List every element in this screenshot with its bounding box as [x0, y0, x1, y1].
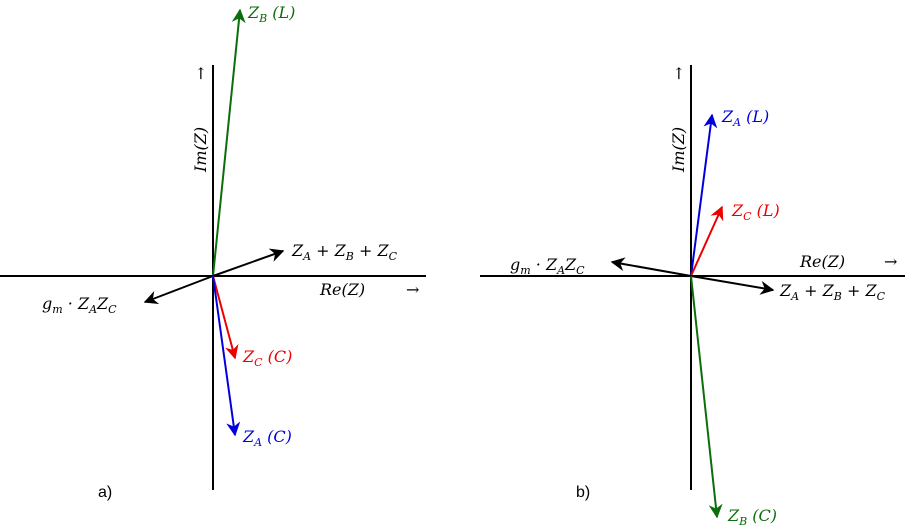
subscript: C: [254, 356, 263, 369]
label-text: Z: [727, 506, 740, 525]
vector: [212, 275, 241, 437]
label-text: g: [510, 255, 520, 274]
vector: [212, 275, 239, 360]
subscript: C: [108, 303, 117, 316]
subscript: C: [877, 290, 886, 303]
label-text: · Z: [531, 255, 558, 274]
caption: a): [98, 484, 112, 501]
axis-arrow: →: [406, 280, 419, 299]
axis-label: Im(Z): [191, 127, 210, 173]
label-text: + Z: [311, 241, 347, 260]
subscript: m: [520, 264, 530, 277]
subscript: A: [302, 250, 311, 263]
label-text: Z: [242, 347, 255, 366]
label-text: + Z: [799, 281, 835, 300]
vector-label: ZB (C): [727, 506, 777, 527]
label-text: Z: [564, 255, 577, 274]
vector: [610, 257, 692, 277]
vector-label: gm · ZAZC: [510, 255, 585, 277]
label-text: Z: [96, 294, 109, 313]
label-text: (C): [263, 347, 293, 366]
subscript: B: [833, 290, 842, 303]
axis-label: Re(Z): [319, 280, 365, 299]
vector-label: ZA + ZB + ZC: [779, 281, 886, 303]
vector-label: ZA + ZB + ZC: [291, 241, 398, 263]
subscript: C: [389, 250, 398, 263]
subscript: B: [345, 250, 354, 263]
axis-label: Re(Z): [799, 252, 845, 271]
label-text: (L): [267, 3, 295, 22]
vector: [690, 113, 718, 277]
axis-arrow: →: [191, 67, 210, 80]
subscript: A: [732, 116, 741, 129]
axis-arrow: →: [884, 252, 897, 271]
vector-label: ZA (L): [721, 107, 769, 129]
vector: [690, 275, 723, 519]
vector-label: ZC (L): [731, 201, 780, 223]
vector-label: ZB (L): [247, 3, 295, 25]
panel-a: ZB (L) ZA + ZB + ZC gm · ZAZC ZC (C) ZA …: [0, 3, 426, 501]
axis-label: Im(Z): [669, 127, 688, 173]
label-text: Z: [242, 427, 255, 446]
vector: [212, 248, 285, 277]
subscript: A: [88, 303, 97, 316]
subscript: C: [576, 264, 585, 277]
vector: [143, 275, 214, 305]
subscript: A: [556, 264, 565, 277]
subscript: m: [52, 303, 62, 316]
label-text: (L): [752, 201, 780, 220]
label-text: · Z: [63, 294, 90, 313]
subscript: A: [790, 290, 799, 303]
label-text: + Z: [842, 281, 878, 300]
subscript: A: [253, 436, 262, 449]
vector: [212, 8, 246, 277]
panel-b: ZA (L) ZC (L) gm · ZAZC ZA + ZB + ZC ZB …: [480, 65, 905, 527]
vector-label: ZA (C): [242, 427, 292, 449]
vector-label: gm · ZAZC: [42, 294, 117, 316]
label-text: Z: [247, 3, 260, 22]
label-text: Z: [721, 107, 734, 126]
label-text: (C): [747, 506, 777, 525]
vector-label: ZC (C): [242, 347, 292, 369]
label-text: (L): [741, 107, 769, 126]
label-text: (C): [262, 427, 292, 446]
vector: [690, 275, 775, 295]
axis-arrow: →: [669, 67, 688, 80]
label-text: g: [42, 294, 52, 313]
subscript: C: [743, 210, 752, 223]
subscript: B: [738, 515, 747, 527]
label-text: Z: [779, 281, 792, 300]
label-text: + Z: [354, 241, 390, 260]
subscript: B: [258, 12, 267, 25]
caption: b): [576, 484, 590, 501]
label-text: Z: [731, 201, 744, 220]
vector: [690, 205, 724, 277]
label-text: Z: [291, 241, 304, 260]
